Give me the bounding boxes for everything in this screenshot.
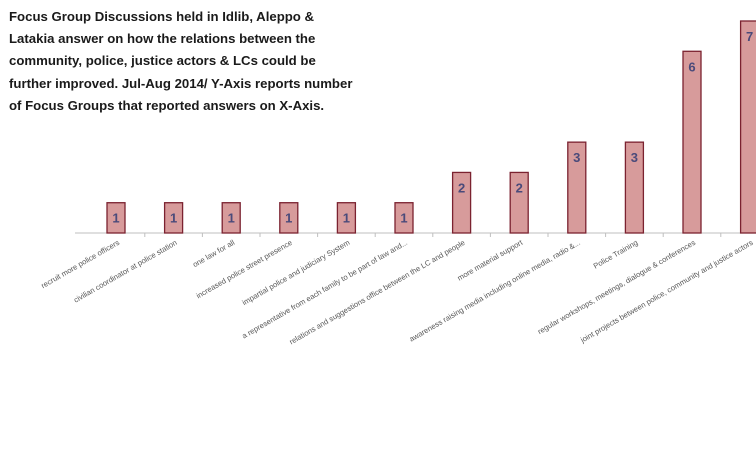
x-tick-label: impartial police and judiciary System xyxy=(241,238,352,307)
bar xyxy=(106,202,126,234)
chart-title: Focus Group Discussions held in Idlib, A… xyxy=(9,9,353,113)
data-label: 2 xyxy=(516,180,523,195)
data-label: 6 xyxy=(688,59,695,74)
bar xyxy=(567,141,587,234)
data-label: 1 xyxy=(400,211,407,226)
bar xyxy=(451,171,472,234)
data-label: 1 xyxy=(112,211,119,226)
bar xyxy=(682,50,702,234)
bar xyxy=(279,202,299,234)
bar xyxy=(163,202,184,234)
bar xyxy=(509,171,529,234)
x-tick-label: one law for all xyxy=(191,238,236,269)
bar xyxy=(624,141,645,234)
data-label: 1 xyxy=(343,211,350,226)
bar xyxy=(739,20,756,234)
bar xyxy=(221,202,241,234)
data-label: 7 xyxy=(746,29,753,44)
data-label: 1 xyxy=(170,211,177,226)
data-label: 1 xyxy=(285,211,292,226)
data-label: 1 xyxy=(228,211,235,226)
x-tick-label: Police Training xyxy=(592,238,640,271)
bar xyxy=(394,202,414,234)
data-label: 3 xyxy=(631,150,638,165)
bar xyxy=(336,202,357,234)
x-tick-label: increased police street presence xyxy=(195,238,294,300)
data-label: 3 xyxy=(573,150,580,165)
x-tick-label: civilian coordinator at police station xyxy=(72,238,179,305)
data-label: 2 xyxy=(458,180,465,195)
